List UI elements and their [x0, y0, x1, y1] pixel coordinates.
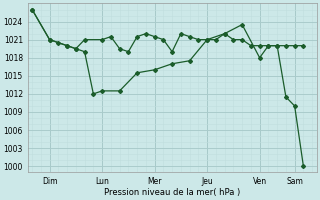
- X-axis label: Pression niveau de la mer( hPa ): Pression niveau de la mer( hPa ): [104, 188, 240, 197]
